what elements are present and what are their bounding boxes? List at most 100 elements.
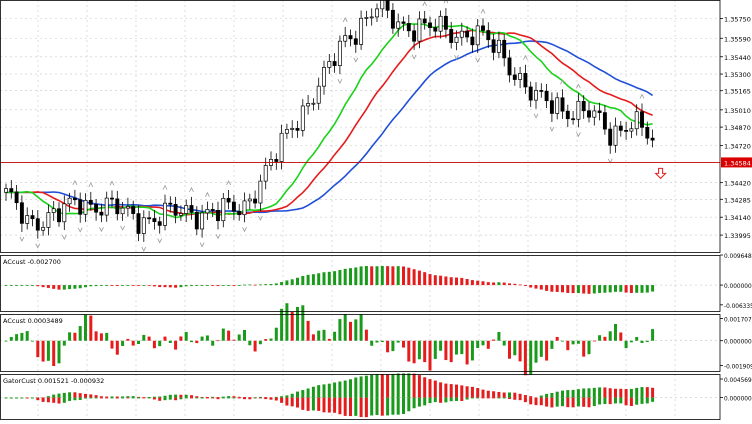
indicator-bar — [343, 268, 347, 286]
indicator-bar — [460, 397, 464, 401]
indicator-bar — [110, 397, 114, 399]
current-price-label: 1.34584 — [724, 159, 751, 167]
indicator-bar — [105, 332, 109, 341]
indicator-bar — [502, 397, 506, 399]
indicator-bar — [322, 384, 326, 398]
indicator-bar — [370, 397, 374, 416]
candle-body — [242, 200, 247, 216]
indicator-bar — [608, 397, 612, 405]
candle-body — [120, 207, 125, 215]
indicator-bar — [555, 391, 559, 398]
indicator-bar — [402, 340, 405, 348]
indicator-bar — [205, 335, 209, 341]
indicator-bar — [68, 332, 72, 341]
indicator-bar — [550, 392, 554, 398]
indicator-bar — [147, 285, 151, 286]
indicator-bar — [317, 385, 321, 398]
candle-body — [587, 110, 591, 118]
candle-body — [290, 128, 295, 130]
indicator-bar — [582, 340, 586, 357]
indicator-bar — [73, 285, 77, 289]
candle-body — [131, 206, 136, 214]
indicator-bar — [449, 397, 453, 402]
candle-body — [14, 191, 19, 204]
indicator-bar — [592, 285, 596, 294]
indicator-bar — [142, 285, 146, 286]
indicator-bar — [513, 340, 517, 356]
indicator-bar — [508, 283, 511, 286]
fractal-up-mark — [189, 186, 194, 193]
indicator-bar — [216, 340, 220, 342]
indicator-bar — [237, 334, 241, 341]
candle-body — [173, 203, 178, 216]
indicator-bar — [15, 334, 19, 341]
indicator-bar — [190, 397, 193, 399]
indicator-bar — [545, 340, 549, 361]
indicator-bar — [15, 285, 19, 286]
candle-body — [422, 18, 427, 24]
indicator-bar — [301, 275, 305, 286]
indicator-bar — [338, 381, 342, 398]
indicator-bar — [274, 397, 278, 401]
candle-body — [571, 118, 576, 121]
indicator-bar — [534, 340, 538, 363]
indicator-bar — [571, 397, 575, 408]
indicator-bar — [46, 396, 50, 398]
candle-body — [46, 212, 51, 228]
indicator-bar — [629, 285, 633, 293]
indicator-bar — [555, 336, 559, 341]
candle-body — [4, 188, 8, 193]
indicator-bar — [513, 283, 517, 286]
indicator-bar — [274, 396, 278, 398]
indicator-bar — [9, 397, 13, 399]
indicator-bar — [248, 397, 252, 398]
indicator-bar — [640, 340, 644, 344]
indicator-bar — [200, 336, 204, 341]
indicator-bar — [502, 392, 506, 398]
indicator-bar — [52, 397, 56, 403]
indicator-bar — [486, 397, 490, 399]
indicator-bar — [20, 285, 24, 286]
indicator-bar — [492, 339, 496, 341]
indicator-bar — [163, 336, 167, 341]
indicator-bar — [518, 284, 522, 286]
indicator-bar — [274, 327, 278, 341]
indicator-bar — [25, 397, 29, 399]
indicator-bar — [370, 340, 374, 346]
alligator-jaw-line — [6, 40, 654, 214]
indicator-bar — [587, 388, 591, 398]
indicator-bar — [317, 273, 321, 286]
indicator-bar — [523, 397, 527, 403]
indicator-bar — [592, 387, 596, 398]
indicator-bar — [296, 277, 299, 286]
candle-body — [300, 105, 305, 131]
indicator-bar — [635, 285, 639, 293]
indicator-bar — [280, 397, 284, 403]
indicator-bar — [216, 397, 220, 398]
indicator-bar — [57, 340, 61, 364]
indicator-bar — [423, 397, 427, 406]
indicator-bar — [592, 397, 596, 407]
indicator-bar — [338, 270, 342, 286]
indicator-bar — [651, 329, 655, 341]
fractal-down-mark — [475, 57, 481, 63]
candle-body — [640, 111, 644, 128]
indicator-bar — [121, 340, 125, 346]
indicator-bar — [508, 340, 511, 359]
fractal-up-mark — [72, 179, 78, 186]
panel-frame — [0, 255, 721, 312]
fractal-down-mark — [454, 55, 459, 61]
indicator-bar — [550, 340, 554, 349]
indicator-axis-tick-label: 0.000000 — [724, 284, 752, 290]
indicator-bar — [296, 391, 299, 398]
indicator-bar — [555, 285, 559, 292]
indicator-bar — [396, 397, 400, 415]
candle-body — [274, 159, 279, 162]
indicator-bar — [152, 285, 156, 287]
indicator-bar — [152, 396, 156, 398]
indicator-bar — [280, 308, 284, 341]
indicator-bar — [651, 285, 655, 292]
indicator-bar — [645, 387, 649, 398]
